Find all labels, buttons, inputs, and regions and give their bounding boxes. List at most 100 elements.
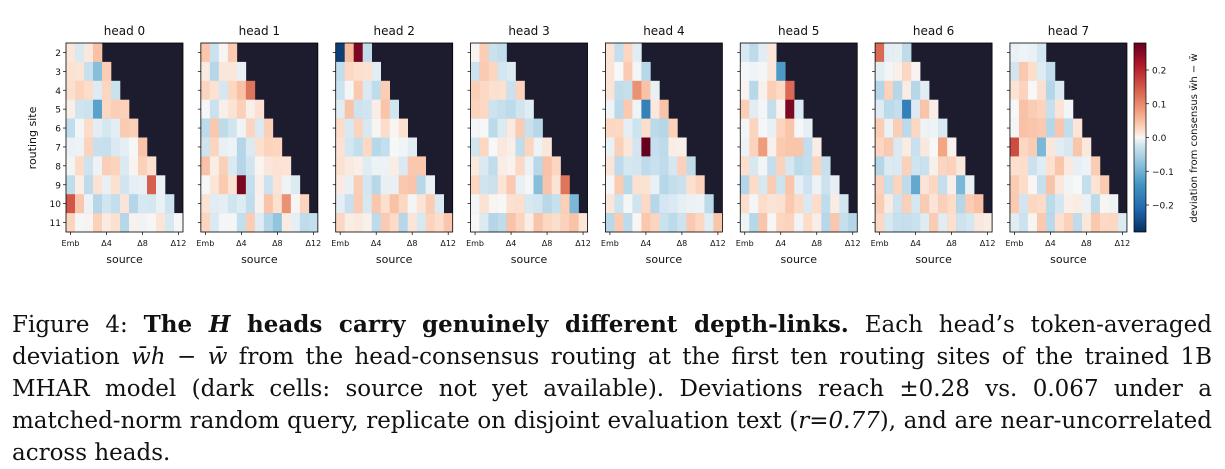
heatmap-cell (389, 118, 399, 138)
heatmap-cell (974, 213, 984, 233)
heatmap-cell (245, 175, 256, 195)
heatmap-cell (1072, 137, 1083, 157)
heatmap-cell (389, 156, 399, 176)
heatmap-cell (515, 175, 525, 195)
heatmap-cell (272, 194, 283, 214)
y-tick-label: 4 (55, 87, 61, 97)
heatmap-cell (488, 118, 498, 138)
heatmap-cell (75, 80, 85, 100)
heatmap-cell (93, 118, 103, 138)
caption-math-2: r=0.77 (798, 408, 880, 434)
heatmap-cell (956, 175, 966, 195)
heatmap-cell (1063, 213, 1074, 233)
heatmap-cell (335, 175, 345, 195)
y-tick-label: 11 (50, 219, 61, 229)
heatmap-cell (1054, 194, 1065, 214)
heatmap-cell (156, 213, 166, 233)
heatmap-cell (389, 213, 399, 233)
heatmap-cell (668, 137, 678, 157)
heatmap-cell (524, 156, 534, 176)
heatmap-panel-0: head 0 2 3 4 5 6 7 8 9 10 11 Emb Δ4 Δ8 Δ12 source (50, 24, 187, 266)
heatmap-cell (290, 213, 301, 233)
x-tick-label: Δ4 (775, 239, 786, 248)
caption-text-1: Each head’s token-averaged deviation (12, 312, 1212, 370)
panel-title: head 0 (104, 24, 145, 38)
heatmap-cell (668, 156, 678, 176)
heatmap-cell (102, 213, 112, 233)
heatmap-cell (875, 43, 885, 63)
heatmap-cell (965, 175, 975, 195)
heatmap-cell (1027, 194, 1038, 214)
heatmap-cell (308, 213, 319, 233)
heatmap-cell (785, 156, 795, 176)
heatmap-cell (704, 194, 714, 214)
heatmap-cell (281, 175, 292, 195)
heatmap-cell (335, 194, 345, 214)
heatmap-cell (488, 61, 498, 82)
heatmap-cell (200, 175, 211, 195)
heatmap-cell (1009, 137, 1020, 157)
heatmap-cell (290, 175, 301, 195)
heatmap-cell (632, 213, 642, 233)
heatmap-cell (75, 137, 85, 157)
heatmap-cell (623, 99, 633, 119)
heatmap-cell (84, 175, 94, 195)
heatmap-cell (75, 43, 85, 63)
colorbar-tick-label: −0.1 (1152, 168, 1174, 178)
heatmap-cell (695, 213, 705, 233)
heatmap-cell (120, 156, 130, 176)
x-axis-label: source (241, 253, 278, 266)
heatmap-cell (93, 137, 103, 157)
heatmap-cell (776, 156, 786, 176)
heatmap-cell (470, 118, 480, 138)
heatmap-cell (479, 156, 489, 176)
heatmap-cell (533, 137, 543, 157)
heatmap-cell (245, 213, 256, 233)
x-tick-label: Δ8 (407, 239, 418, 248)
heatmap-cell (1027, 43, 1038, 63)
heatmap-cell (353, 213, 363, 233)
heatmap-cell (875, 137, 885, 157)
panel-title: head 5 (778, 24, 819, 38)
heatmap-cell (371, 194, 381, 214)
heatmap-cell (614, 156, 624, 176)
heatmap-cell (758, 194, 768, 214)
heatmap-cell (380, 213, 390, 233)
heatmap-cell (227, 118, 238, 138)
heatmap-cell (479, 43, 489, 63)
heatmap-cell (470, 213, 480, 233)
heatmap-cell (263, 137, 274, 157)
heatmap-cell (425, 194, 435, 214)
heatmap-cell (1027, 137, 1038, 157)
heatmap-cell (794, 194, 804, 214)
heatmap-cell (344, 61, 354, 82)
heatmap-cell (236, 213, 247, 233)
heatmap-cell (236, 175, 247, 195)
heatmap-cell (1009, 156, 1020, 176)
heatmap-cell (830, 194, 840, 214)
caption-label: Figure 4: (12, 312, 144, 338)
heatmap-cell (641, 156, 651, 176)
heatmap-cell (821, 194, 831, 214)
heatmap-cell (506, 80, 516, 100)
heatmap-cell (371, 175, 381, 195)
heatmap-cell (614, 118, 624, 138)
heatmap-cell (659, 137, 669, 157)
heatmap-cell (93, 194, 103, 214)
heatmap-cell (497, 175, 507, 195)
heatmap-cell (335, 80, 345, 100)
heatmap-cell (66, 99, 76, 119)
heatmap-cell (218, 61, 229, 82)
heatmap-cell (380, 137, 390, 157)
heatmap-cell (515, 213, 525, 233)
heatmap-cell (524, 99, 534, 119)
heatmap-cell (749, 137, 759, 157)
heatmap-cell (1108, 213, 1119, 233)
heatmap-cell (1045, 137, 1056, 157)
x-tick-label: Emb (331, 239, 349, 248)
heatmap-cell (272, 156, 283, 176)
heatmap-cell (767, 99, 777, 119)
heatmap-cell (245, 80, 256, 100)
heatmap-cell (758, 118, 768, 138)
